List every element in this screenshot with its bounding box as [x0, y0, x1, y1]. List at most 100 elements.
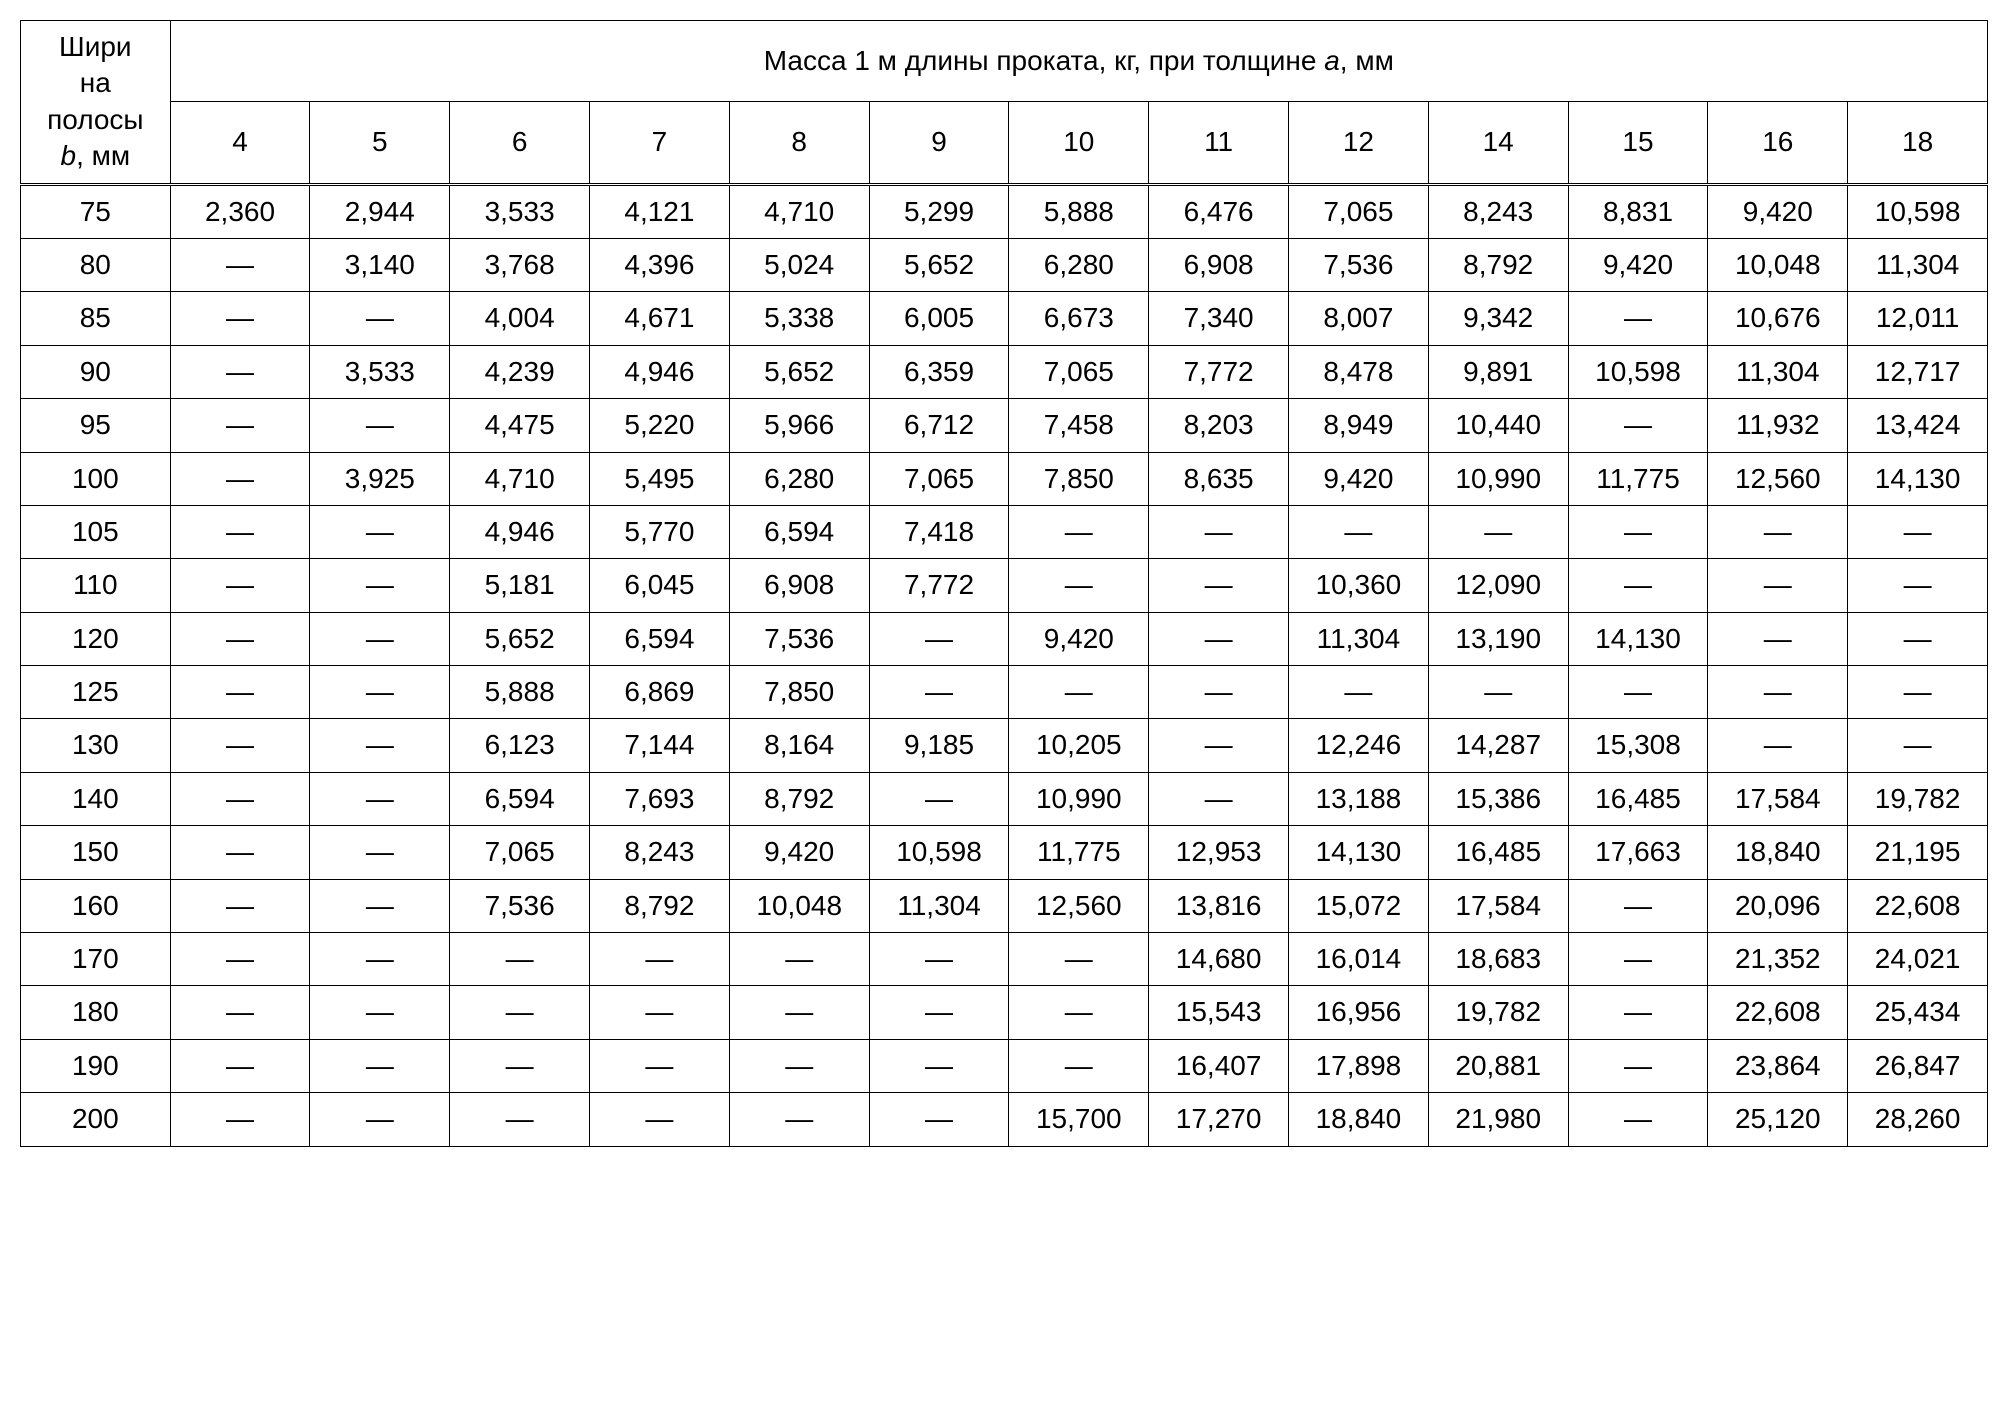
- mass-cell: 14,130: [1289, 826, 1429, 879]
- mass-cell: —: [170, 1039, 310, 1092]
- mass-cell: —: [729, 1093, 869, 1146]
- mass-cell: —: [1568, 879, 1708, 932]
- row-width-cell: 120: [21, 612, 171, 665]
- row-header-line2: на: [80, 67, 111, 98]
- mass-cell: —: [310, 399, 450, 452]
- mass-cell: —: [1848, 559, 1988, 612]
- mass-cell: 4,396: [590, 238, 730, 291]
- mass-cell: —: [1848, 666, 1988, 719]
- mass-cell: 3,533: [310, 345, 450, 398]
- table-row: 110——5,1816,0456,9087,772——10,36012,090—…: [21, 559, 1988, 612]
- mass-cell: 10,598: [1848, 184, 1988, 238]
- mass-cell: 7,340: [1149, 292, 1289, 345]
- mass-cell: —: [310, 612, 450, 665]
- row-width-cell: 90: [21, 345, 171, 398]
- col-header: 6: [450, 102, 590, 185]
- mass-cell: 10,360: [1289, 559, 1429, 612]
- mass-cell: 11,932: [1708, 399, 1848, 452]
- mass-cell: 7,772: [869, 559, 1009, 612]
- mass-cell: 22,608: [1708, 986, 1848, 1039]
- mass-cell: 10,048: [729, 879, 869, 932]
- col-header: 15: [1568, 102, 1708, 185]
- mass-cell: 16,485: [1568, 772, 1708, 825]
- mass-cell: —: [1568, 933, 1708, 986]
- table-body: 752,3602,9443,5334,1214,7105,2995,8886,4…: [21, 184, 1988, 1146]
- table-row: 752,3602,9443,5334,1214,7105,2995,8886,4…: [21, 184, 1988, 238]
- row-width-cell: 75: [21, 184, 171, 238]
- mass-cell: 5,495: [590, 452, 730, 505]
- mass-cell: —: [1149, 666, 1289, 719]
- mass-cell: 13,190: [1428, 612, 1568, 665]
- mass-cell: 21,195: [1848, 826, 1988, 879]
- mass-cell: —: [1149, 772, 1289, 825]
- mass-cell: 5,220: [590, 399, 730, 452]
- mass-cell: 10,990: [1009, 772, 1149, 825]
- mass-cell: 9,420: [1568, 238, 1708, 291]
- mass-cell: 22,608: [1848, 879, 1988, 932]
- mass-cell: 4,710: [729, 184, 869, 238]
- mass-cell: 17,584: [1708, 772, 1848, 825]
- mass-cell: 3,768: [450, 238, 590, 291]
- mass-cell: —: [1009, 505, 1149, 558]
- mass-cell: —: [869, 666, 1009, 719]
- table-row: 125——5,8886,8697,850————————: [21, 666, 1988, 719]
- mass-cell: 7,850: [729, 666, 869, 719]
- table-row: 105——4,9465,7706,5947,418———————: [21, 505, 1988, 558]
- col-header: 10: [1009, 102, 1149, 185]
- mass-cell: 2,360: [170, 184, 310, 238]
- mass-cell: —: [170, 986, 310, 1039]
- mass-cell: —: [1848, 612, 1988, 665]
- mass-cell: —: [1289, 505, 1429, 558]
- mass-cell: 10,598: [1568, 345, 1708, 398]
- mass-cell: —: [1009, 933, 1149, 986]
- mass-cell: 5,299: [869, 184, 1009, 238]
- mass-cell: —: [170, 933, 310, 986]
- mass-cell: —: [310, 292, 450, 345]
- mass-cell: 5,770: [590, 505, 730, 558]
- mass-cell: 16,485: [1428, 826, 1568, 879]
- mass-cell: —: [1428, 505, 1568, 558]
- span-title-prefix: Масса 1 м длины проката, кг, при толщине: [764, 45, 1324, 76]
- mass-cell: 7,458: [1009, 399, 1149, 452]
- mass-cell: 6,908: [729, 559, 869, 612]
- mass-cell: 13,188: [1289, 772, 1429, 825]
- mass-cell: 6,123: [450, 719, 590, 772]
- mass-cell: 21,980: [1428, 1093, 1568, 1146]
- mass-cell: 19,782: [1428, 986, 1568, 1039]
- mass-cell: 10,990: [1428, 452, 1568, 505]
- mass-cell: —: [1708, 719, 1848, 772]
- mass-cell: 5,888: [450, 666, 590, 719]
- mass-cell: 7,065: [869, 452, 1009, 505]
- mass-cell: 8,007: [1289, 292, 1429, 345]
- mass-cell: —: [170, 719, 310, 772]
- mass-cell: —: [869, 1093, 1009, 1146]
- mass-cell: 20,096: [1708, 879, 1848, 932]
- mass-cell: —: [869, 772, 1009, 825]
- table-row: 130——6,1237,1448,1649,18510,205—12,24614…: [21, 719, 1988, 772]
- mass-cell: 18,840: [1289, 1093, 1429, 1146]
- mass-cell: 6,359: [869, 345, 1009, 398]
- mass-cell: 11,304: [1708, 345, 1848, 398]
- mass-cell: 7,536: [450, 879, 590, 932]
- col-header: 7: [590, 102, 730, 185]
- mass-cell: 14,287: [1428, 719, 1568, 772]
- mass-cell: 4,946: [590, 345, 730, 398]
- col-header: 4: [170, 102, 310, 185]
- mass-cell: 5,652: [729, 345, 869, 398]
- mass-cell: 7,693: [590, 772, 730, 825]
- mass-cell: 5,888: [1009, 184, 1149, 238]
- mass-cell: —: [310, 505, 450, 558]
- table-row: 160——7,5368,79210,04811,30412,56013,8161…: [21, 879, 1988, 932]
- mass-cell: 8,243: [1428, 184, 1568, 238]
- mass-cell: —: [1708, 559, 1848, 612]
- mass-cell: 8,203: [1149, 399, 1289, 452]
- mass-cell: —: [170, 666, 310, 719]
- mass-cell: 23,864: [1708, 1039, 1848, 1092]
- mass-cell: 17,270: [1149, 1093, 1289, 1146]
- row-header-b-symbol: b: [60, 140, 76, 171]
- mass-cell: 9,420: [1009, 612, 1149, 665]
- row-width-cell: 190: [21, 1039, 171, 1092]
- mass-cell: 12,090: [1428, 559, 1568, 612]
- mass-cell: —: [729, 986, 869, 1039]
- mass-cell: 10,676: [1708, 292, 1848, 345]
